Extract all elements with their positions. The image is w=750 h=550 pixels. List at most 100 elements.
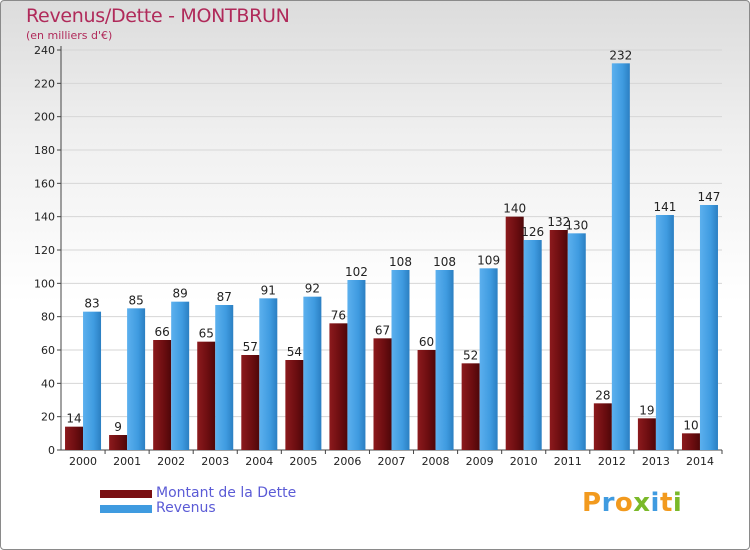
data-label-revenus: 92 xyxy=(305,282,320,296)
bar-dette xyxy=(329,323,348,450)
bar-revenus xyxy=(523,240,542,450)
data-label-revenus: 87 xyxy=(217,290,232,304)
bar-revenus xyxy=(347,280,366,450)
logo-letter: x xyxy=(633,488,651,518)
y-tick-label: 20 xyxy=(41,411,55,424)
bar-revenus xyxy=(655,215,674,450)
y-tick-label: 0 xyxy=(48,444,55,457)
data-label-dette: 65 xyxy=(199,327,214,341)
data-label-revenus: 147 xyxy=(698,190,721,204)
data-label-dette: 14 xyxy=(66,412,81,426)
bar-revenus xyxy=(611,63,630,450)
legend-swatch-dette xyxy=(100,490,152,498)
x-tick-label: 2005 xyxy=(289,455,317,468)
y-tick-label: 60 xyxy=(41,344,55,357)
data-label-dette: 19 xyxy=(639,403,654,417)
bar-revenus xyxy=(391,270,410,450)
logo-letter: r xyxy=(601,488,615,518)
bar-revenus xyxy=(83,311,102,450)
x-tick-label: 2006 xyxy=(333,455,361,468)
x-tick-label: 2009 xyxy=(466,455,494,468)
legend-label-revenus: Revenus xyxy=(156,500,216,516)
y-tick-label: 220 xyxy=(34,77,55,90)
data-label-revenus: 232 xyxy=(609,48,632,62)
data-label-dette: 67 xyxy=(375,323,390,337)
data-label-revenus: 91 xyxy=(261,283,276,297)
data-label-dette: 54 xyxy=(287,345,302,359)
logo-letter: t xyxy=(659,488,673,518)
bar-dette xyxy=(109,435,128,450)
logo-letter: o xyxy=(614,488,634,518)
data-label-revenus: 109 xyxy=(477,253,500,267)
bar-dette xyxy=(593,403,612,450)
x-tick-label: 2008 xyxy=(422,455,450,468)
data-label-dette: 10 xyxy=(683,418,698,432)
bar-revenus xyxy=(127,308,146,450)
data-label-dette: 76 xyxy=(331,308,346,322)
data-label-revenus: 108 xyxy=(433,255,456,269)
data-label-dette: 132 xyxy=(547,215,570,229)
y-tick-label: 180 xyxy=(34,144,55,157)
y-tick-label: 160 xyxy=(34,177,55,190)
y-tick-label: 100 xyxy=(34,277,55,290)
data-label-revenus: 102 xyxy=(345,265,368,279)
bar-dette xyxy=(417,350,436,450)
data-label-dette: 140 xyxy=(503,202,526,216)
bar-revenus xyxy=(171,301,190,450)
x-tick-label: 2002 xyxy=(157,455,185,468)
data-label-dette: 57 xyxy=(243,340,258,354)
bar-revenus xyxy=(303,296,322,450)
x-tick-label: 2013 xyxy=(642,455,670,468)
legend-label-dette: Montant de la Dette xyxy=(156,485,297,501)
bar-revenus xyxy=(435,270,454,450)
data-label-revenus: 130 xyxy=(565,218,588,232)
logo-letter: i xyxy=(650,488,660,518)
data-label-dette: 28 xyxy=(595,388,610,402)
legend-swatch-revenus xyxy=(100,505,152,513)
data-label-dette: 9 xyxy=(114,420,122,434)
data-label-revenus: 108 xyxy=(389,255,412,269)
bar-revenus xyxy=(699,205,718,450)
bar-revenus xyxy=(215,305,234,450)
data-label-dette: 66 xyxy=(155,325,170,339)
data-label-revenus: 126 xyxy=(521,225,544,239)
x-tick-label: 2001 xyxy=(113,455,141,468)
data-label-revenus: 89 xyxy=(173,287,188,301)
bar-dette xyxy=(285,360,304,450)
bar-dette xyxy=(197,341,216,450)
bar-dette xyxy=(461,363,480,450)
x-tick-label: 2007 xyxy=(378,455,406,468)
bar-revenus xyxy=(567,233,586,450)
x-tick-label: 2014 xyxy=(686,455,714,468)
bar-dette xyxy=(65,426,84,450)
proxiti-logo: Proxiti xyxy=(582,488,682,518)
bar-dette xyxy=(505,216,524,450)
x-tick-label: 2000 xyxy=(69,455,97,468)
bar-revenus xyxy=(259,298,278,450)
data-label-revenus: 83 xyxy=(84,297,99,311)
data-label-revenus: 85 xyxy=(128,293,143,307)
bar-revenus xyxy=(479,268,498,450)
bar-dette xyxy=(373,338,392,450)
bar-dette xyxy=(241,355,260,450)
x-tick-label: 2011 xyxy=(554,455,582,468)
x-tick-label: 2004 xyxy=(245,455,273,468)
y-tick-label: 120 xyxy=(34,244,55,257)
x-tick-label: 2003 xyxy=(201,455,229,468)
y-tick-label: 80 xyxy=(41,311,55,324)
y-tick-label: 200 xyxy=(34,111,55,124)
x-tick-label: 2012 xyxy=(598,455,626,468)
logo-letter: i xyxy=(672,488,683,518)
bar-dette xyxy=(549,230,568,450)
y-tick-label: 40 xyxy=(41,377,55,390)
y-tick-label: 140 xyxy=(34,211,55,224)
y-tick-label: 240 xyxy=(34,44,55,57)
chart-subtitle: (en milliers d'€) xyxy=(26,29,113,42)
bar-dette xyxy=(153,340,172,450)
data-label-dette: 52 xyxy=(463,348,478,362)
data-label-dette: 60 xyxy=(419,335,434,349)
x-tick-label: 2010 xyxy=(510,455,538,468)
chart-title: Revenus/Dette - MONTBRUN xyxy=(26,5,290,27)
bar-dette xyxy=(637,418,656,450)
